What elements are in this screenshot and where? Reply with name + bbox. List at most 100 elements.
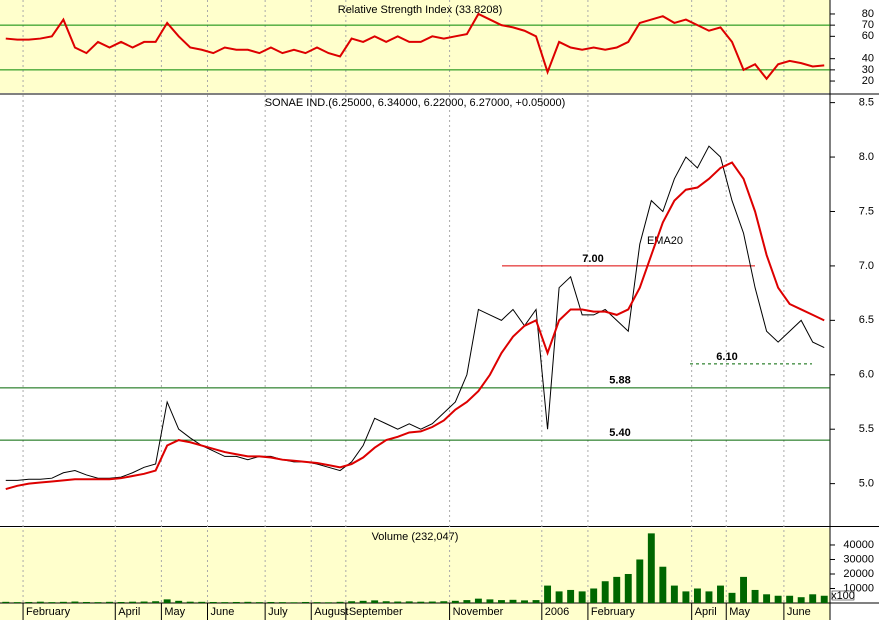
volume-bar: [336, 601, 344, 603]
y-tick-label: 80: [862, 8, 874, 20]
series-line: [5, 161, 825, 491]
y-tick-label: 7.0: [859, 260, 874, 272]
volume-bar: [25, 601, 33, 603]
volume-bar: [728, 592, 736, 603]
y-tick-label: 5.5: [859, 423, 874, 435]
level-label: 6.10: [716, 351, 737, 363]
price-line: [5, 145, 825, 481]
volume-bar: [232, 601, 240, 603]
panel-title: Relative Strength Index (33.8208): [338, 4, 503, 16]
volume-bar: [693, 588, 701, 603]
volume-bar: [786, 595, 794, 603]
volume-bar: [428, 601, 436, 603]
y-tick-label: 20: [862, 75, 874, 87]
volume-bar: [302, 601, 309, 603]
volume-bar: [394, 601, 402, 603]
volume-bar: [175, 600, 183, 603]
volume-bar: [659, 566, 667, 603]
volume-bar: [255, 602, 263, 603]
volume-bar: [267, 601, 275, 603]
volume-bar: [532, 600, 540, 603]
volume-bar: [359, 600, 367, 603]
volume-bar: [140, 601, 148, 603]
x-tick-label: May: [729, 606, 750, 618]
volume-bar: [498, 600, 505, 603]
volume-bar: [417, 601, 425, 603]
y-tick-label: 6.0: [859, 369, 874, 381]
volume-bar: [83, 601, 90, 603]
volume-bar: [590, 588, 598, 603]
y-tick-label: 30: [862, 64, 874, 76]
x-tick-label: November: [453, 606, 504, 618]
volume-bar: [13, 602, 21, 603]
volume-bar: [451, 600, 459, 603]
y-tick-label: 6.5: [859, 314, 874, 326]
volume-bar: [198, 601, 206, 603]
volume-bar: [544, 585, 552, 603]
unit-note: x100: [831, 590, 855, 602]
volume-bar: [71, 601, 79, 603]
volume-bar: [382, 601, 390, 603]
volume-bar: [348, 601, 356, 603]
volume-bar: [59, 601, 67, 603]
volume-bar: [555, 591, 563, 603]
annotation: EMA20: [647, 235, 683, 247]
volume-bar: [278, 602, 286, 603]
volume-bar: [763, 594, 771, 603]
volume-bar: [117, 601, 125, 603]
y-tick-label: 70: [862, 19, 874, 31]
volume-bar: [163, 599, 171, 603]
y-tick-label: 5.0: [859, 478, 874, 490]
volume-bar: [740, 576, 747, 603]
y-tick-label: 20000: [843, 568, 874, 580]
volume-bar: [682, 591, 690, 603]
volume-bar: [313, 602, 321, 603]
volume-bar: [209, 601, 217, 603]
volume-bar: [774, 595, 782, 603]
volume-bar: [48, 602, 56, 603]
x-tick-label: June: [787, 606, 811, 618]
volume-bar: [578, 591, 586, 603]
volume-bar: [186, 601, 194, 603]
volume-bar: [567, 589, 575, 603]
level-label: 7.00: [582, 253, 603, 265]
panel-title: Volume (232,047): [372, 531, 459, 543]
price-panel: [0, 95, 830, 525]
volume-bar: [521, 600, 528, 603]
y-tick-label: 40: [862, 53, 874, 65]
volume-bar: [129, 601, 137, 603]
panel-title: SONAE IND.(6.25000, 6.34000, 6.22000, 6.…: [265, 97, 566, 109]
volume-bar: [613, 576, 621, 603]
level-label: 5.88: [609, 375, 630, 387]
volume-bar: [106, 601, 113, 603]
volume-bar: [440, 601, 448, 603]
series-line: [5, 12, 825, 81]
volume-bar: [624, 573, 632, 603]
level-label: 5.40: [609, 427, 630, 439]
volume-bar: [647, 533, 655, 603]
volume-bar: [636, 559, 644, 603]
volume-bar: [463, 600, 471, 603]
volume-bar: [717, 585, 724, 603]
volume-bar: [244, 601, 252, 603]
volume-bar: [751, 589, 759, 603]
x-tick-label: May: [164, 606, 185, 618]
x-tick-label: June: [211, 606, 235, 618]
x-tick-label: September: [349, 606, 403, 618]
volume-bar: [290, 602, 298, 603]
y-tick-label: 8.5: [859, 97, 874, 109]
unit-note-box: [831, 590, 855, 601]
volume-bar: [2, 601, 10, 603]
volume-bar: [509, 599, 517, 603]
y-tick-label: 7.5: [859, 205, 874, 217]
x-tick-label: 2006: [545, 606, 569, 618]
volume-bar: [797, 597, 805, 603]
volume-bar: [486, 599, 494, 603]
volume-bar: [474, 598, 482, 603]
volume-bar: [705, 591, 713, 603]
volume-bar: [371, 600, 379, 603]
volume-bar: [325, 602, 332, 603]
y-tick-label: 40000: [843, 539, 874, 551]
volume-bar: [601, 581, 609, 603]
